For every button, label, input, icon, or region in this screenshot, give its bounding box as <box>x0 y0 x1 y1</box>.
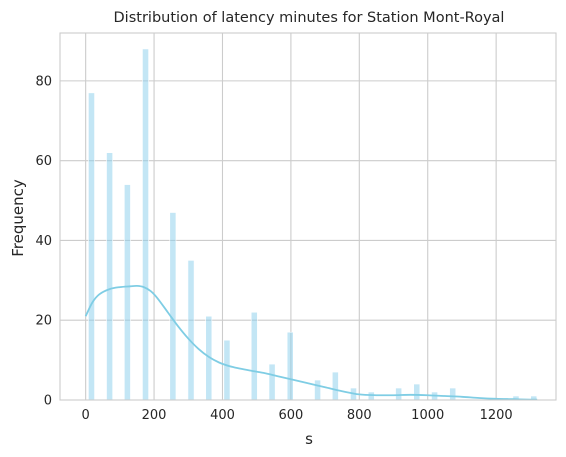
tick-layer: 0 200 400 600 800 1000 1200 0 20 40 60 80 <box>35 74 512 423</box>
y-tick-label: 80 <box>35 74 52 89</box>
y-tick-label: 20 <box>35 314 52 329</box>
kde-curve <box>84 284 538 401</box>
x-tick-label: 1000 <box>411 408 444 423</box>
histogram-bar <box>449 387 457 401</box>
plot-area: 0 200 400 600 800 1000 1200 0 20 40 60 80 <box>35 32 557 423</box>
x-tick-label: 400 <box>210 408 235 423</box>
histogram-bar <box>250 311 258 401</box>
kde-layer <box>84 284 538 401</box>
x-tick-label: 1200 <box>480 408 513 423</box>
x-tick-label: 800 <box>347 408 372 423</box>
histogram-bar <box>395 387 403 401</box>
histogram-bar <box>142 48 149 401</box>
histogram-bar <box>88 92 95 401</box>
histogram-bar <box>331 371 339 401</box>
histogram-bar <box>223 339 231 401</box>
histogram-bar <box>124 184 131 401</box>
histogram-bar <box>268 363 276 401</box>
x-tick-label: 200 <box>142 408 167 423</box>
y-tick-label: 60 <box>35 154 52 169</box>
x-axis-label: s <box>305 430 313 448</box>
y-tick-label: 0 <box>44 394 52 409</box>
histogram-bar <box>106 152 113 401</box>
histogram-bar <box>314 379 321 401</box>
histogram-bar <box>187 260 195 401</box>
chart-title: Distribution of latency minutes for Stat… <box>114 10 505 26</box>
histogram-bar <box>286 331 294 401</box>
y-tick-label: 40 <box>35 234 52 249</box>
plot-frame <box>59 32 557 401</box>
x-tick-label: 600 <box>278 408 303 423</box>
frame-layer <box>59 32 557 401</box>
x-tick-label: 0 <box>82 408 90 423</box>
histogram-bar <box>169 212 177 401</box>
histogram-bar <box>413 383 421 401</box>
y-axis-label: Frequency <box>9 179 27 257</box>
